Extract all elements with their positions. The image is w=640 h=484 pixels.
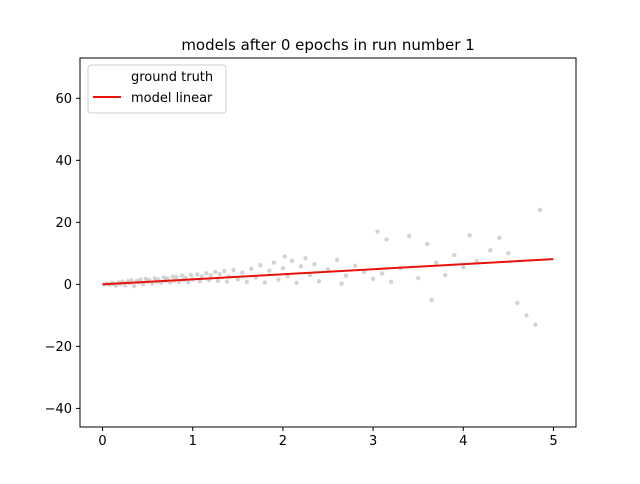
ground-truth-point	[197, 279, 203, 284]
ground-truth-point	[170, 274, 176, 279]
legend: ground truth model linear	[87, 64, 227, 114]
ground-truth-point	[131, 283, 137, 289]
ground-truth-point	[208, 273, 213, 278]
ground-truth-point	[267, 268, 272, 273]
ground-truth-point	[199, 274, 204, 279]
legend-label-ground-truth: ground truth	[131, 70, 213, 85]
ground-truth-point	[429, 297, 434, 303]
ground-truth-point	[379, 271, 385, 276]
model-linear-series	[102, 258, 554, 286]
ground-truth-point	[467, 233, 472, 238]
x-tick-label: 1	[189, 434, 197, 449]
ground-truth-point	[415, 275, 421, 281]
ground-truth-point	[388, 279, 394, 285]
ground-truth-point	[325, 267, 331, 272]
ground-truth-point	[240, 270, 245, 275]
ground-truth-point	[258, 262, 263, 268]
ground-truth-point	[361, 269, 367, 275]
ground-truth-point	[276, 277, 281, 282]
x-tick-label: 4	[459, 434, 467, 449]
ground-truth-point	[213, 269, 218, 275]
ground-truth-point	[152, 275, 158, 281]
ground-truth-point	[352, 263, 358, 268]
ground-truth-point	[434, 260, 439, 265]
ground-truth-point	[316, 279, 322, 284]
x-axis: 0 1 2 3 4 5	[98, 427, 558, 449]
ground-truth-point	[474, 258, 479, 264]
y-tick-label: 20	[55, 216, 72, 231]
ground-truth-point	[524, 313, 529, 318]
ground-truth-point	[497, 235, 502, 241]
ground-truth-point	[425, 241, 430, 247]
y-tick-label: 0	[64, 278, 72, 293]
ground-truth-point	[294, 280, 299, 286]
ground-truth-point	[186, 279, 191, 285]
ground-truth-point	[370, 276, 376, 281]
ground-truth-point	[215, 278, 221, 283]
ground-truth-point	[285, 274, 290, 279]
ground-truth-point	[443, 272, 448, 278]
ground-truth-point	[280, 266, 286, 271]
legend-label-model-linear: model linear	[131, 91, 213, 106]
ground-truth-point	[303, 256, 308, 261]
ground-truth-point	[188, 272, 194, 278]
ground-truth-point	[282, 254, 287, 259]
ground-truth-point	[537, 207, 543, 213]
ground-truth-point	[161, 275, 167, 280]
ground-truth-point	[506, 251, 511, 256]
ground-truth-point	[289, 258, 295, 263]
ground-truth-point	[515, 300, 520, 306]
ground-truth-point	[339, 281, 344, 286]
ground-truth-point	[138, 277, 143, 282]
ground-truth-point	[262, 280, 268, 285]
ground-truth-point	[406, 233, 412, 239]
ground-truth-point	[217, 271, 222, 277]
ground-truth-point	[307, 272, 313, 278]
ground-truth-point	[343, 273, 349, 278]
ground-truth-point	[235, 277, 241, 282]
plot-area-border	[79, 57, 577, 428]
y-tick-label: 60	[55, 92, 72, 107]
ground-truth-point	[204, 270, 209, 276]
y-tick-label: −20	[45, 340, 72, 355]
x-tick-label: 2	[279, 434, 287, 449]
ground-truth-point	[312, 262, 317, 267]
plot-area-frame	[79, 57, 577, 428]
ground-truth-point	[174, 275, 179, 280]
ground-truth-point	[179, 273, 185, 278]
ground-truth-point	[222, 268, 227, 274]
x-tick-label: 0	[98, 434, 106, 449]
ground-truth-point	[122, 283, 128, 288]
ground-truth-series	[102, 207, 543, 327]
ground-truth-point	[195, 272, 200, 277]
ground-truth-point	[384, 237, 389, 242]
ground-truth-point	[461, 265, 466, 270]
ground-truth-point	[129, 278, 134, 283]
ground-truth-point	[224, 279, 230, 284]
ground-truth-point	[533, 322, 538, 327]
ground-truth-point	[334, 257, 340, 263]
model-linear-line	[102, 258, 554, 286]
ground-truth-point	[249, 266, 254, 272]
x-tick-label: 3	[369, 434, 377, 449]
ground-truth-point	[271, 260, 277, 265]
legend-box	[87, 64, 227, 114]
ground-truth-point	[452, 252, 457, 258]
ground-truth-point	[244, 279, 250, 285]
y-axis: −40 −20 0 20 40 60	[45, 92, 80, 417]
ground-truth-point	[375, 229, 380, 234]
ground-truth-point	[231, 267, 236, 273]
ground-truth-point	[488, 248, 493, 253]
x-tick-label: 5	[549, 434, 557, 449]
y-tick-label: 40	[55, 154, 72, 169]
ground-truth-point	[140, 282, 146, 287]
y-tick-label: −40	[45, 402, 72, 417]
chart-title: models after 0 epochs in run number 1	[181, 36, 474, 54]
ground-truth-point	[298, 264, 304, 269]
ground-truth-point	[165, 276, 170, 281]
